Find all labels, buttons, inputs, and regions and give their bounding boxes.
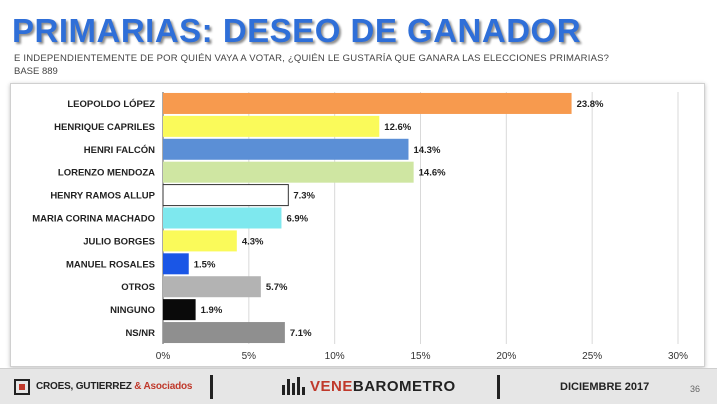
category-label: HENRIQUE CAPRILES — [54, 122, 155, 133]
bar — [163, 299, 196, 321]
category-label: MARIA CORINA MACHADO — [32, 214, 155, 225]
data-label: 4.3% — [242, 236, 264, 247]
data-label: 23.8% — [577, 99, 604, 110]
footer-bar: CROES, GUTIERREZ & Asociados VENEBAROMET… — [0, 368, 717, 404]
footer-divider — [497, 375, 500, 399]
category-label: MANUEL ROSALES — [66, 259, 155, 270]
bar-chart: 0% 5% 10% 15% 20% 25% 30% LEOPOLDO LÓPEZ 23.8% HE… — [32, 92, 688, 362]
data-label: 1.9% — [201, 305, 223, 316]
category-label: LEOPOLDO LÓPEZ — [67, 98, 155, 110]
x-tick-label: 10% — [325, 351, 345, 362]
x-tick-label: 5% — [242, 351, 257, 362]
data-label: 12.6% — [384, 122, 411, 133]
venebarometro-logo: VENEBAROMETRO — [310, 378, 456, 395]
data-label: 14.6% — [419, 168, 446, 179]
company-logo-icon — [14, 379, 30, 395]
category-label: JULIO BORGES — [83, 236, 155, 247]
data-label: 7.3% — [293, 191, 315, 202]
x-tick-label: 30% — [668, 351, 688, 362]
category-label: NINGUNO — [110, 305, 155, 316]
x-tick-label: 20% — [496, 351, 516, 362]
footer-divider — [210, 375, 213, 399]
company-name-amp: & Asociados — [134, 381, 193, 392]
category-label: NS/NR — [125, 328, 155, 339]
data-label: 14.3% — [413, 145, 440, 156]
company-name: CROES, GUTIERREZ & Asociados — [36, 381, 192, 392]
survey-question: E INDEPENDIENTEMENTE DE POR QUIÉN VAYA A… — [14, 53, 610, 64]
data-label: 6.9% — [286, 214, 308, 225]
bar — [163, 253, 189, 275]
company-name-main: CROES, GUTIERREZ — [36, 381, 135, 392]
sample-base: BASE 889 — [14, 66, 58, 77]
bar — [163, 161, 414, 183]
bar — [162, 184, 289, 207]
bar — [163, 92, 572, 114]
x-tick-label: 15% — [410, 351, 430, 362]
bar — [163, 230, 237, 252]
x-tick-label: 25% — [582, 351, 602, 362]
bar — [163, 322, 285, 344]
category-label: LORENZO MENDOZA — [58, 168, 155, 179]
category-label: HENRY RAMOS ALLUP — [50, 191, 155, 202]
data-label: 7.1% — [290, 328, 312, 339]
venebarometro-bars-icon — [282, 377, 308, 395]
data-label: 1.5% — [194, 259, 216, 270]
page-number: 36 — [690, 384, 701, 394]
bar — [163, 115, 380, 137]
brand-barometro: BAROMETRO — [352, 378, 456, 395]
category-label: HENRI FALCÓN — [84, 144, 155, 156]
category-label: OTROS — [121, 282, 155, 293]
brand-vene: VENE — [310, 378, 353, 395]
data-label: 5.7% — [266, 282, 288, 293]
bar — [163, 276, 261, 298]
x-tick-label: 0% — [156, 351, 171, 362]
report-date: DICIEMBRE 2017 — [560, 381, 650, 393]
bar — [163, 138, 409, 160]
page-title: PRIMARIAS: DESEO DE GANADOR — [12, 12, 582, 49]
bar — [163, 207, 282, 229]
